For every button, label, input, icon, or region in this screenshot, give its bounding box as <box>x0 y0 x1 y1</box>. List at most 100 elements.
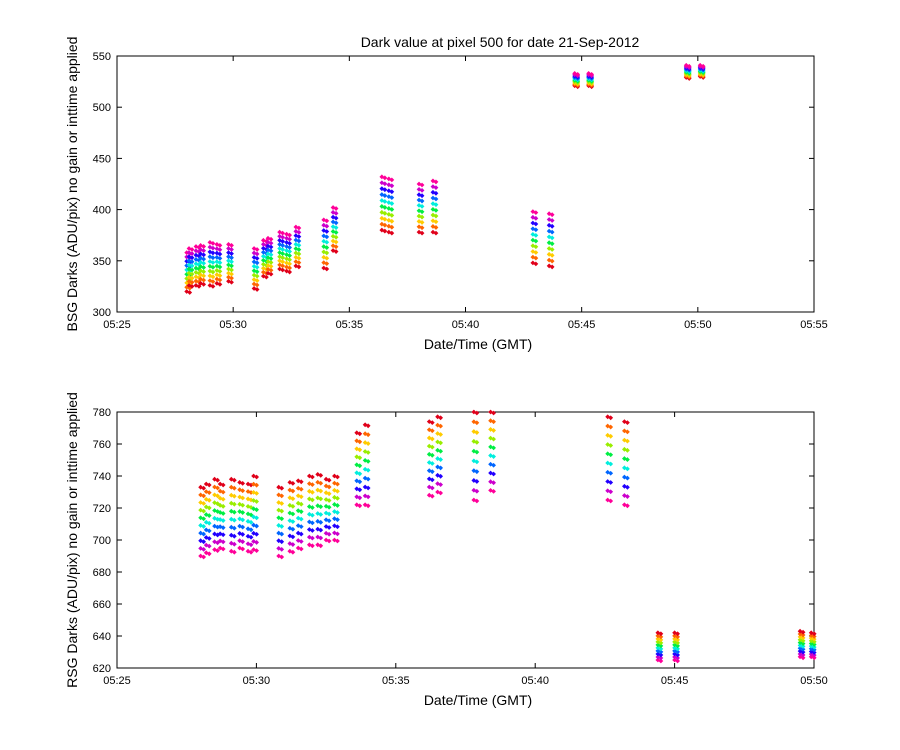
top-data-point <box>284 235 290 241</box>
top-data-point <box>196 275 202 281</box>
bottom-data-point <box>658 655 664 661</box>
bottom-data-point <box>318 519 324 525</box>
bottom-data-point <box>354 470 360 476</box>
top-data-point <box>324 218 330 224</box>
top-data-point <box>280 247 286 252</box>
bottom-data-point <box>429 436 435 442</box>
bottom-data-point <box>251 473 257 479</box>
top-data-point <box>254 251 260 257</box>
top-data-point <box>330 229 336 234</box>
top-data-point <box>533 227 539 233</box>
bottom-data-point <box>254 499 260 504</box>
bottom-data-point <box>248 527 254 533</box>
top-plot-frame <box>116 55 815 313</box>
top-data-point <box>260 245 266 251</box>
bottom-data-point <box>220 518 226 523</box>
bottom-data-point <box>279 531 285 537</box>
top-data-point <box>324 234 330 240</box>
bottom-data-point <box>357 463 363 469</box>
top-data-point <box>321 222 327 228</box>
bottom-data-point <box>237 545 243 551</box>
bottom-data-point <box>474 449 480 455</box>
top-y-tick-label: 300 <box>93 307 111 319</box>
bottom-data-point <box>245 511 251 517</box>
bottom-data-point <box>254 482 260 488</box>
top-data-point <box>229 275 234 281</box>
bottom-data-point <box>365 494 371 500</box>
top-data-point <box>268 240 274 246</box>
bottom-data-point <box>290 511 296 517</box>
top-data-point <box>196 271 202 276</box>
top-data-point <box>254 282 260 288</box>
bottom-data-point <box>217 495 223 501</box>
top-y-tick-label: 450 <box>93 153 111 165</box>
top-data-point <box>287 240 293 246</box>
bottom-data-point <box>248 542 254 548</box>
top-data-point <box>254 264 260 270</box>
top-data-point <box>389 201 395 206</box>
top-data-point <box>321 228 327 233</box>
top-data-point <box>280 251 286 257</box>
bottom-y-tick-label: 620 <box>93 663 111 675</box>
top-data-point <box>416 192 422 198</box>
bottom-data-point <box>254 490 260 496</box>
top-data-point <box>379 186 385 192</box>
top-data-point <box>324 245 330 250</box>
top-data-point <box>330 224 336 230</box>
bottom-data-point <box>605 497 611 503</box>
bottom-data-point <box>326 498 332 503</box>
bottom-data-point <box>335 510 340 515</box>
bottom-data-point <box>279 516 285 522</box>
top-data-point <box>575 72 581 77</box>
top-data-point <box>530 237 536 243</box>
top-data-point <box>293 233 299 239</box>
top-data-point <box>193 270 199 275</box>
top-data-point <box>229 263 234 269</box>
top-data-point <box>321 244 327 249</box>
bottom-data-point <box>206 513 212 518</box>
bottom-data-point <box>491 436 496 442</box>
bottom-data-point <box>675 637 680 643</box>
top-data-point <box>333 210 339 216</box>
bottom-data-point <box>318 473 324 478</box>
bottom-data-point <box>201 524 207 529</box>
top-data-point <box>433 225 439 230</box>
bottom-data-point <box>326 477 332 483</box>
top-data-point <box>296 225 302 231</box>
bottom-y-tick-label: 760 <box>93 439 111 451</box>
bottom-data-point <box>231 541 237 547</box>
top-data-point <box>189 283 195 289</box>
bottom-data-point <box>335 517 340 523</box>
top-data-point <box>184 267 190 273</box>
bottom-data-point <box>675 631 680 637</box>
top-data-point <box>198 264 204 269</box>
bottom-data-point <box>237 501 243 507</box>
top-data-point <box>284 239 290 245</box>
bottom-data-point <box>254 540 260 545</box>
bottom-data-point <box>326 531 332 537</box>
top-data-point <box>217 273 223 279</box>
top-data-point <box>419 182 425 188</box>
top-data-point <box>533 255 539 261</box>
top-data-point <box>293 237 299 243</box>
top-data-point <box>324 223 330 229</box>
top-data-point <box>433 185 439 191</box>
top-data-point <box>330 248 336 253</box>
bottom-data-point <box>800 641 806 646</box>
top-data-point <box>254 278 260 283</box>
bottom-data-point <box>625 457 630 462</box>
top-data-point <box>280 243 286 248</box>
top-data-point <box>321 265 327 271</box>
top-data-point <box>198 268 204 274</box>
top-data-point <box>229 243 234 248</box>
bottom-data-point <box>438 415 444 421</box>
top-data-point <box>217 260 223 266</box>
bottom-data-point <box>326 518 332 524</box>
bottom-data-point <box>254 507 260 513</box>
top-data-point <box>193 248 199 254</box>
bottom-data-point <box>231 501 237 507</box>
top-data-point <box>549 223 555 229</box>
top-data-point <box>430 195 436 201</box>
top-data-point <box>293 241 299 247</box>
